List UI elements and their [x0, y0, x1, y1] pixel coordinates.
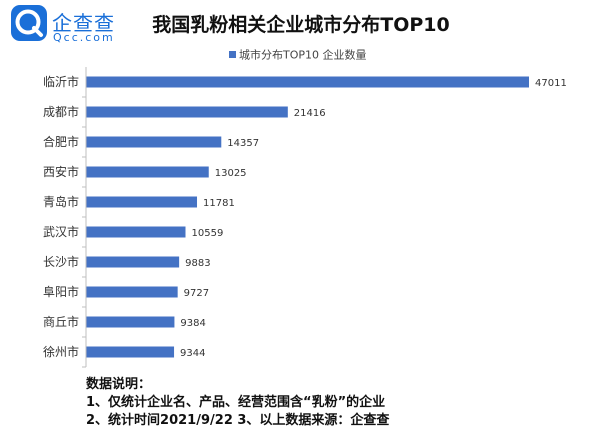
notes-line-1: 1、仅统计企业名、产品、经营范围含“乳粉”的企业: [86, 395, 386, 410]
value-label: 13025: [215, 168, 247, 179]
bar: [86, 226, 186, 238]
legend-swatch: [229, 51, 236, 58]
category-label: 徐州市: [43, 344, 79, 359]
brand-name: 企查查: [52, 11, 115, 35]
value-label: 9883: [185, 258, 210, 269]
category-label: 成都市: [43, 104, 79, 119]
bar: [86, 76, 529, 88]
bar: [86, 196, 198, 208]
data-notes: 数据说明： 1、仅统计企业名、产品、经营范围含“乳粉”的企业 2、统计时间202…: [86, 376, 389, 430]
chart-title: 我国乳粉相关企业城市分布TOP10: [152, 14, 450, 36]
category-label: 长沙市: [43, 254, 79, 269]
category-label: 合肥市: [43, 134, 79, 149]
category-label: 青岛市: [43, 194, 79, 209]
brand-logo: 企查查 Qcc.com: [10, 4, 150, 46]
value-label: 14357: [227, 138, 259, 149]
value-label: 9727: [184, 288, 209, 299]
category-label: 商丘市: [43, 314, 79, 329]
bar: [86, 166, 209, 178]
bar: [86, 316, 175, 328]
value-label: 10559: [192, 228, 224, 239]
category-label: 阜阳市: [43, 284, 79, 299]
chart-legend: 城市分布TOP10 企业数量: [229, 44, 367, 62]
category-label: 武汉市: [43, 224, 79, 239]
bar-chart: 临沂市 47011 成都市 21416 合肥市 14357 西安市 13025 青岛市 11781…: [43, 67, 567, 368]
value-label: 9344: [180, 348, 205, 359]
category-label: 西安市: [43, 164, 79, 179]
value-label: 21416: [294, 108, 326, 119]
notes-heading: 数据说明：: [86, 377, 152, 392]
legend-label: 城市分布TOP10 企业数量: [239, 48, 367, 62]
value-label: 11781: [203, 198, 235, 209]
brand-domain: Qcc.com: [53, 31, 115, 44]
qcc-logo-icon: [11, 5, 47, 41]
bar: [86, 256, 180, 268]
bar: [86, 346, 175, 358]
value-label: 47011: [535, 78, 567, 89]
value-label: 9384: [180, 318, 205, 329]
bar: [86, 106, 288, 118]
notes-line-2: 2、统计时间2021/9/22 3、以上数据来源：企查查: [86, 413, 390, 428]
bar: [86, 286, 178, 298]
category-label: 临沂市: [43, 74, 79, 89]
bar: [86, 136, 222, 148]
